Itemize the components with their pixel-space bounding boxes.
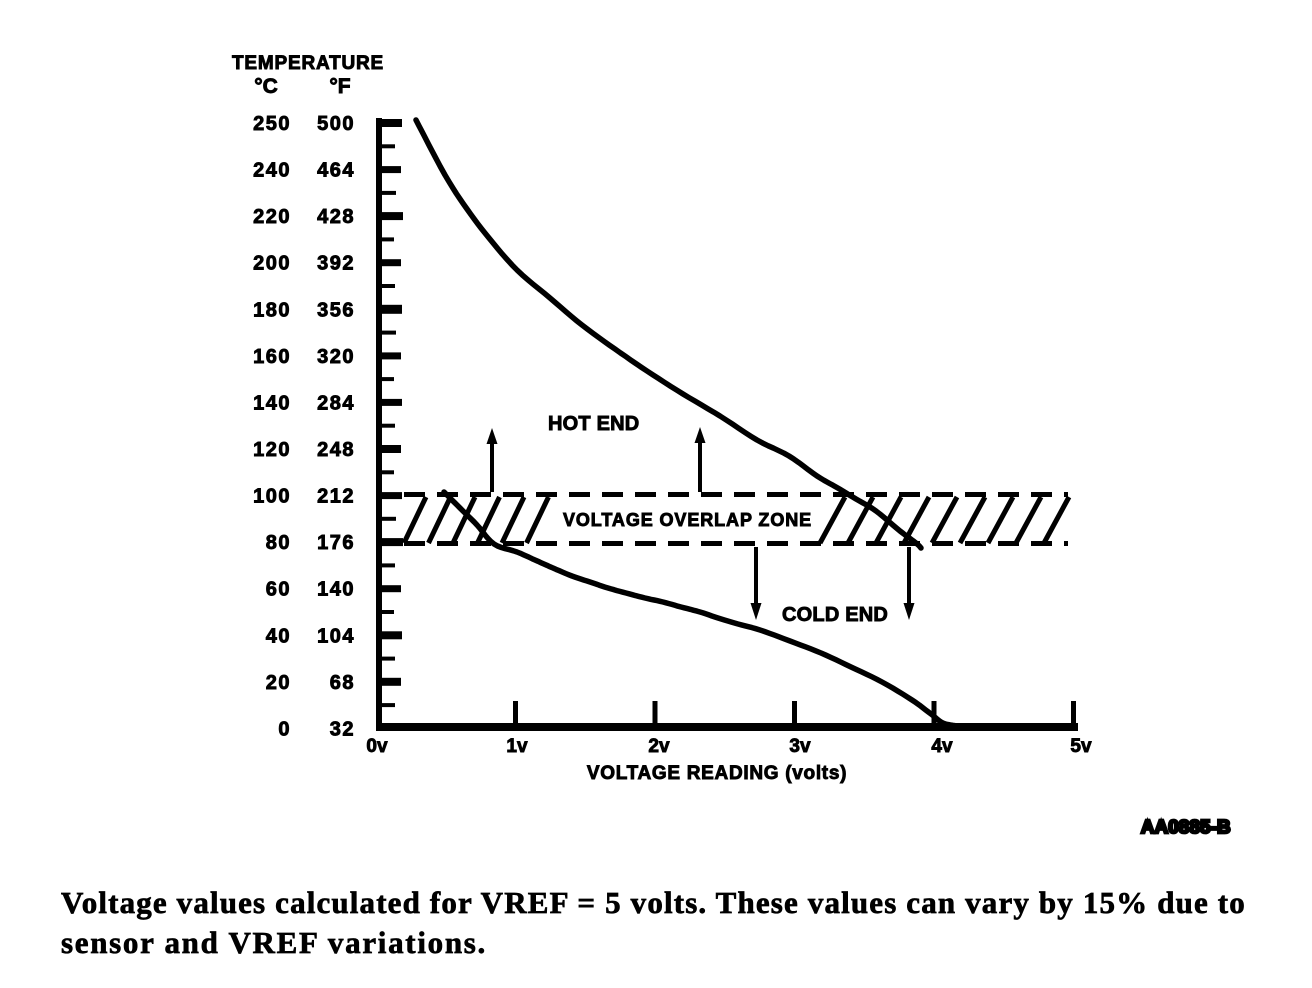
svg-text:COLD END: COLD END <box>782 604 888 626</box>
svg-text:4v: 4v <box>931 736 953 757</box>
svg-text:180: 180 <box>253 299 291 321</box>
svg-text:5v: 5v <box>1070 736 1092 757</box>
svg-text:32: 32 <box>330 718 355 740</box>
svg-text:120: 120 <box>253 439 291 461</box>
svg-text:140: 140 <box>317 579 355 601</box>
svg-text:104: 104 <box>317 625 355 647</box>
svg-text:2v: 2v <box>648 736 670 757</box>
svg-text:100: 100 <box>253 486 291 508</box>
svg-text:248: 248 <box>317 439 355 461</box>
svg-text:HOT END: HOT END <box>548 413 639 435</box>
svg-text:0: 0 <box>278 718 291 740</box>
svg-text:284: 284 <box>317 392 355 414</box>
svg-text:160: 160 <box>253 346 291 368</box>
svg-text:392: 392 <box>317 253 355 275</box>
svg-text:356: 356 <box>317 299 355 321</box>
svg-text:140: 140 <box>253 392 291 414</box>
svg-text:20: 20 <box>266 672 291 694</box>
svg-text:°F: °F <box>329 75 350 98</box>
svg-text:212: 212 <box>317 486 355 508</box>
svg-text:200: 200 <box>253 253 291 275</box>
svg-text:220: 220 <box>253 206 291 228</box>
svg-text:°C: °C <box>254 75 278 98</box>
svg-text:250: 250 <box>253 113 291 135</box>
svg-text:0v: 0v <box>366 736 388 757</box>
svg-text:3v: 3v <box>789 736 811 757</box>
svg-text:464: 464 <box>317 160 355 182</box>
svg-text:AA0885-B: AA0885-B <box>1141 816 1231 837</box>
svg-text:1v: 1v <box>506 736 528 757</box>
svg-text:320: 320 <box>317 346 355 368</box>
svg-text:68: 68 <box>330 672 355 694</box>
svg-text:60: 60 <box>266 579 291 601</box>
svg-text:176: 176 <box>317 532 355 554</box>
svg-text:40: 40 <box>266 625 291 647</box>
svg-text:428: 428 <box>317 206 355 228</box>
svg-text:80: 80 <box>266 532 291 554</box>
svg-text:TEMPERATURE: TEMPERATURE <box>232 53 384 74</box>
svg-text:VOLTAGE READING (volts): VOLTAGE READING (volts) <box>587 763 847 784</box>
svg-text:240: 240 <box>253 160 291 182</box>
svg-text:VOLTAGE OVERLAP ZONE: VOLTAGE OVERLAP ZONE <box>563 510 812 530</box>
svg-text:500: 500 <box>317 113 355 135</box>
